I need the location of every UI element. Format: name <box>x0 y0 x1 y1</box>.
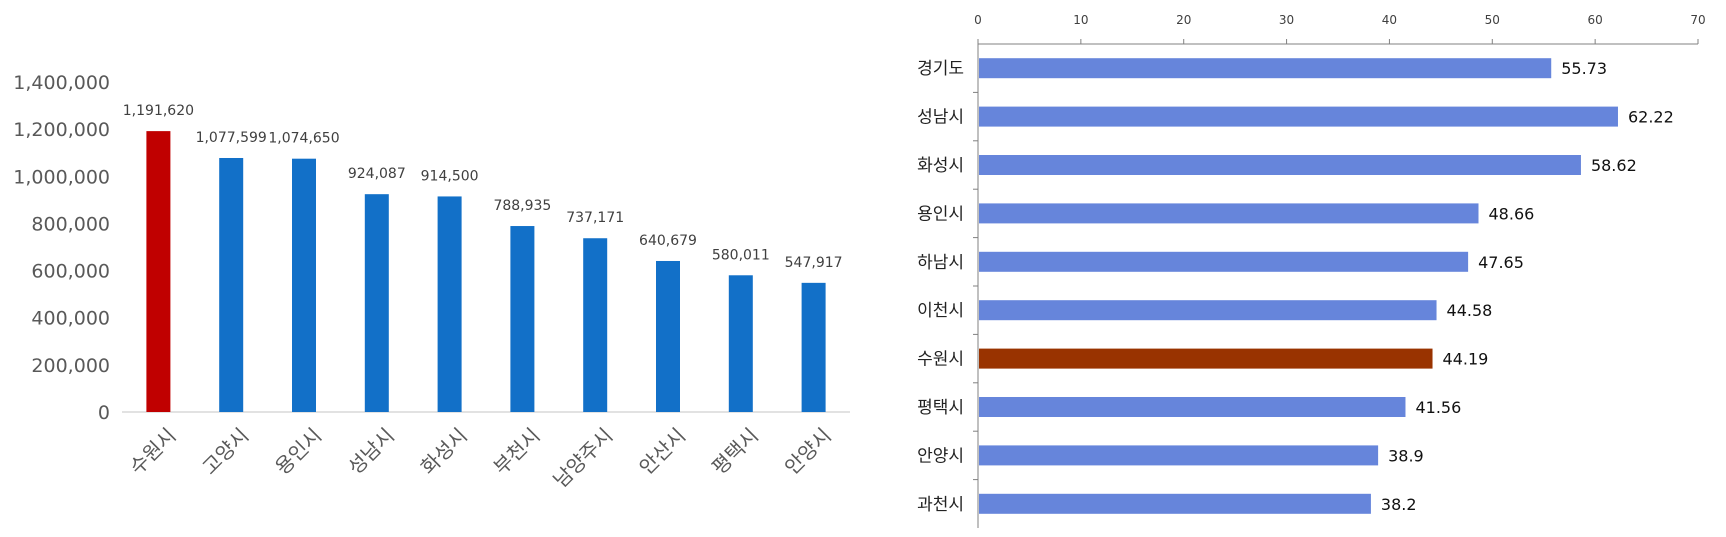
y-tick-label: 경기도 <box>917 59 964 79</box>
x-tick-label: 남양주시 <box>548 423 617 492</box>
data-label: 914,500 <box>421 168 479 184</box>
x-tick-label: 60 <box>1588 13 1603 27</box>
y-tick-label: 400,000 <box>31 308 110 330</box>
x-tick-label: 용인시 <box>270 423 326 479</box>
bar <box>979 203 1479 224</box>
bar <box>437 196 462 412</box>
y-tick-label: 용인시 <box>917 204 964 224</box>
y-tick-label: 1,200,000 <box>13 119 110 141</box>
x-tick-label: 화성시 <box>416 423 472 479</box>
bar <box>979 300 1437 321</box>
data-label: 924,087 <box>348 166 406 182</box>
y-tick-label: 1,000,000 <box>13 166 110 188</box>
data-label: 1,074,650 <box>268 131 339 147</box>
data-label: 38.2 <box>1381 495 1417 514</box>
bar <box>583 238 608 412</box>
x-tick-label: 50 <box>1485 13 1500 27</box>
x-tick-label: 10 <box>1073 13 1088 27</box>
y-tick-label: 하남시 <box>917 253 964 273</box>
x-tick-label: 고양시 <box>197 423 253 479</box>
data-label: 640,679 <box>639 233 697 249</box>
bar <box>979 155 1581 175</box>
y-tick-label: 1,400,000 <box>13 72 110 94</box>
x-tick-label: 30 <box>1279 13 1294 27</box>
y-tick-label: 과천시 <box>917 495 964 515</box>
data-label: 41.56 <box>1415 398 1461 417</box>
x-tick-label: 70 <box>1690 13 1705 27</box>
x-tick-label: 안산시 <box>634 423 690 479</box>
bar <box>979 445 1379 466</box>
bar <box>728 275 753 412</box>
x-tick-label: 성남시 <box>343 423 399 479</box>
bar <box>979 493 1371 514</box>
data-label: 44.58 <box>1447 301 1493 320</box>
data-label: 55.73 <box>1561 59 1607 78</box>
y-tick-label: 600,000 <box>31 261 110 283</box>
x-tick-label: 부천시 <box>489 423 545 479</box>
y-tick-label: 성남시 <box>917 108 964 128</box>
bar <box>801 282 826 412</box>
bar <box>510 226 535 412</box>
x-tick-label: 40 <box>1382 13 1397 27</box>
data-label: 58.62 <box>1591 156 1637 175</box>
data-label: 1,191,620 <box>123 103 194 119</box>
x-tick-label: 안양시 <box>780 423 836 479</box>
y-tick-label: 수원시 <box>917 350 964 370</box>
x-tick-label: 평택시 <box>707 423 763 479</box>
bar <box>219 157 244 412</box>
bar <box>979 397 1406 417</box>
x-tick-label: 수원시 <box>125 423 181 479</box>
bar <box>979 58 1552 79</box>
data-label: 1,077,599 <box>196 130 267 146</box>
bar <box>292 158 316 412</box>
data-label: 737,171 <box>566 210 624 226</box>
y-tick-label: 안양시 <box>917 446 964 466</box>
data-label: 547,917 <box>785 255 843 271</box>
bar <box>979 106 1618 127</box>
y-tick-label: 평택시 <box>917 398 964 418</box>
population-bar-chart: 0 200,000 400,000 600,000 800,000 1,000,000 1,… <box>13 72 850 492</box>
x-tick-label: 0 <box>974 13 982 27</box>
data-label: 38.9 <box>1388 446 1424 465</box>
x-tick-label: 20 <box>1176 13 1191 27</box>
data-label: 44.19 <box>1443 350 1489 369</box>
bar <box>979 251 1469 272</box>
y-tick-label: 0 <box>98 402 110 424</box>
y-tick-label: 화성시 <box>917 156 964 176</box>
data-label: 62.22 <box>1628 108 1674 127</box>
data-label: 47.65 <box>1478 253 1524 272</box>
data-label: 580,011 <box>712 247 770 263</box>
bar <box>979 348 1433 369</box>
ratio-horizontal-bar-chart: 0 10 20 30 40 50 60 70 55.73 경기도 62.22 성남시 58.62 화성시 4… <box>917 13 1706 528</box>
data-label: 48.66 <box>1489 204 1535 223</box>
y-tick-label: 800,000 <box>31 213 110 235</box>
y-tick-label: 이천시 <box>917 301 964 321</box>
bar <box>656 260 680 412</box>
bar <box>146 131 171 412</box>
y-tick-label: 200,000 <box>31 355 110 377</box>
bar <box>364 194 389 412</box>
data-label: 788,935 <box>493 198 551 214</box>
